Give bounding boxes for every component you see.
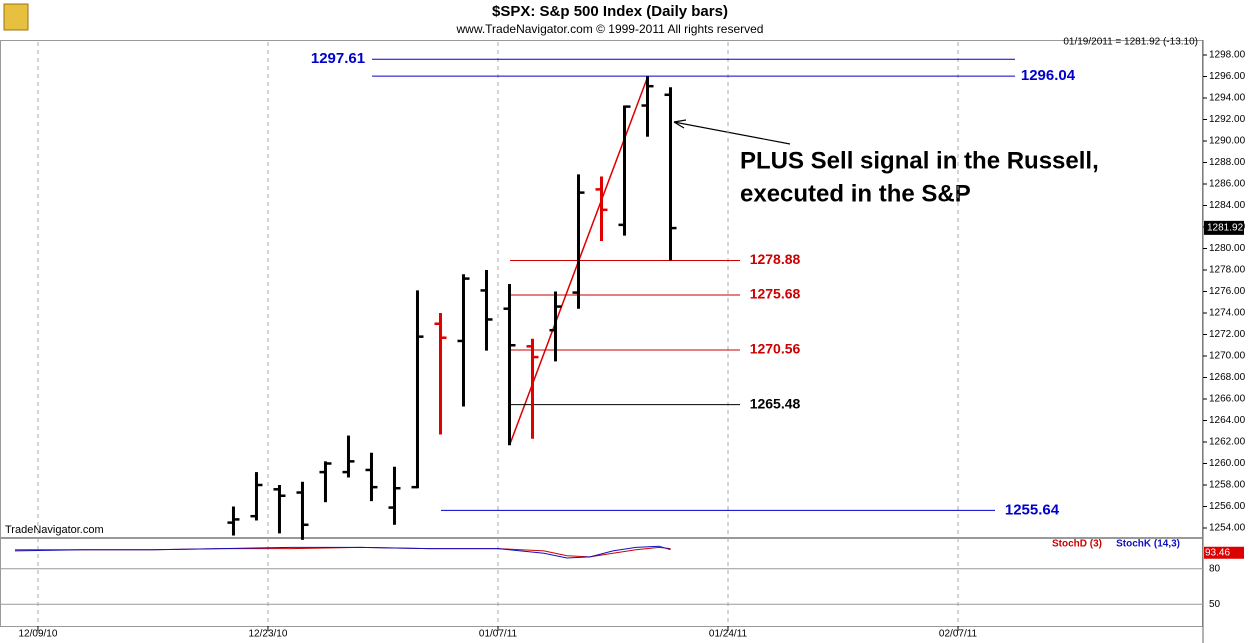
x-tick-label: 01/24/11: [709, 629, 748, 640]
y-tick-label: 1268.00: [1209, 372, 1246, 383]
arrow-shaft: [673, 121, 791, 145]
legend-entry: StochK (14,3): [1116, 539, 1180, 550]
y-tick-label: 1274.00: [1209, 308, 1246, 319]
y-tick-label: 1286.00: [1209, 179, 1246, 190]
stoch-line: [14, 545, 671, 559]
y-tick-label: 1254.00: [1209, 523, 1246, 534]
level-label: 1296.04: [1021, 67, 1076, 84]
y-tick-label: 1258.00: [1209, 480, 1246, 491]
y-tick-label: 1296.00: [1209, 71, 1246, 82]
y-tick-label: 1278.00: [1209, 265, 1246, 276]
stoch-last-box: [1204, 546, 1244, 559]
logo-icon: [3, 3, 29, 31]
watermark: TradeNavigator.com: [5, 524, 104, 536]
stoch-tick-label: 50: [1209, 599, 1221, 610]
y-tick-label: 1262.00: [1209, 437, 1246, 448]
level-label: 1275.68: [750, 286, 801, 302]
y-tick-label: 1292.00: [1209, 114, 1246, 125]
y-tick-label: 1298.00: [1209, 50, 1246, 61]
y-tick-label: 1288.00: [1209, 157, 1246, 168]
level-label: 1297.61: [311, 50, 365, 67]
y-tick-label: 1294.00: [1209, 93, 1246, 104]
annotation: PLUS Sell signal in the Russell,: [740, 147, 1099, 174]
stoch-tick-label: 80: [1209, 563, 1221, 574]
level-label: 1278.88: [750, 251, 801, 267]
y-tick-label: 1276.00: [1209, 286, 1246, 297]
level-label: 1255.64: [1005, 501, 1060, 518]
legend-entry: StochD (3): [1052, 539, 1102, 550]
logo: [3, 3, 29, 31]
last-price-label: 1281.92: [1207, 223, 1244, 234]
y-tick-label: 1264.00: [1209, 415, 1246, 426]
y-tick-label: 1266.00: [1209, 394, 1246, 405]
y-tick-label: 1284.00: [1209, 200, 1246, 211]
annotation: executed in the S&P: [740, 180, 971, 207]
y-tick-label: 1270.00: [1209, 351, 1246, 362]
annotation-arrow: [673, 119, 791, 145]
chart-title: $SPX: S&p 500 Index (Daily bars): [492, 3, 728, 20]
chart-subtitle: www.TradeNavigator.com © 1999-2011 All r…: [456, 22, 764, 36]
price-info: 01/19/2011 = 1281.92 (-13.10): [1063, 37, 1198, 48]
last-price-box: [1204, 220, 1244, 235]
y-tick-label: 1260.00: [1209, 458, 1246, 469]
y-tick-label: 1256.00: [1209, 501, 1246, 512]
x-tick-label: 01/07/11: [479, 629, 518, 640]
y-tick-label: 1290.00: [1209, 136, 1246, 147]
x-tick-label: 12/09/10: [18, 629, 57, 640]
level-label: 1265.48: [750, 395, 801, 411]
y-tick-label: 1272.00: [1209, 329, 1246, 340]
x-tick-label: 12/23/10: [249, 629, 288, 640]
y-tick-label: 1280.00: [1209, 243, 1246, 254]
x-tick-label: 02/07/11: [939, 629, 978, 640]
stoch-last-label: 93.46: [1205, 547, 1230, 558]
level-label: 1270.56: [750, 341, 801, 357]
arrow-head: [673, 119, 687, 129]
